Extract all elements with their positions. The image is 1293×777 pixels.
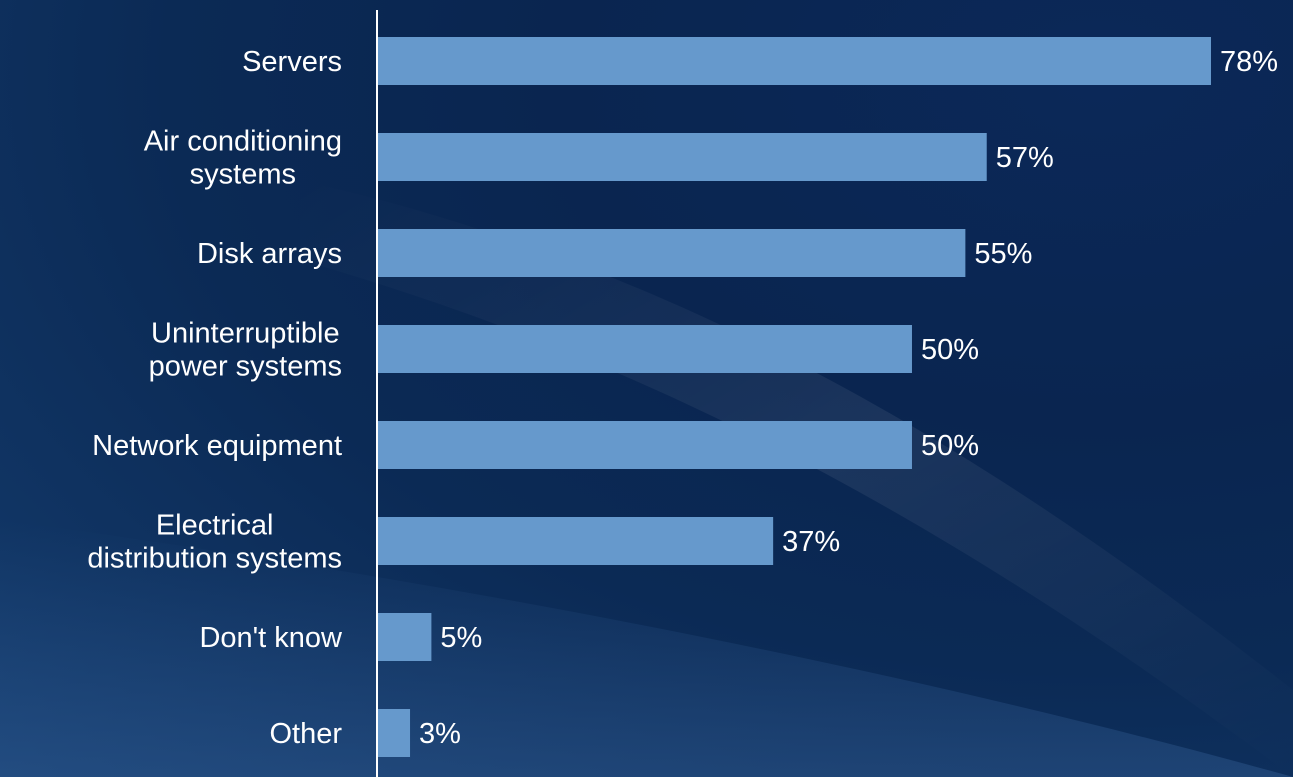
category-label-line: power systems <box>149 351 342 383</box>
data-label: 55% <box>974 238 1032 270</box>
category-label-line: Electrical <box>156 510 274 542</box>
category-label-line: Uninterruptible <box>151 318 340 350</box>
bar <box>378 133 987 181</box>
bar <box>378 517 774 565</box>
category-label: Disk arrays <box>197 238 342 270</box>
data-label: 50% <box>921 430 979 462</box>
data-label: 3% <box>419 718 461 750</box>
category-label-line: Air conditioning <box>144 126 342 158</box>
category-label: Network equipment <box>92 430 342 462</box>
category-label-line: systems <box>190 159 296 191</box>
data-label: 57% <box>996 142 1054 174</box>
bar <box>378 421 912 469</box>
data-label: 78% <box>1220 46 1278 78</box>
data-label: 50% <box>921 334 979 366</box>
bar <box>378 709 411 757</box>
category-label-line: distribution systems <box>87 543 342 575</box>
bar <box>378 325 912 373</box>
bar <box>378 613 432 661</box>
data-label: 5% <box>440 622 482 654</box>
data-label: 37% <box>782 526 840 558</box>
bar <box>378 229 966 277</box>
category-label: Other <box>269 718 342 750</box>
category-label: Don't know <box>199 622 343 654</box>
category-label: Servers <box>242 46 342 78</box>
bar <box>378 37 1211 85</box>
